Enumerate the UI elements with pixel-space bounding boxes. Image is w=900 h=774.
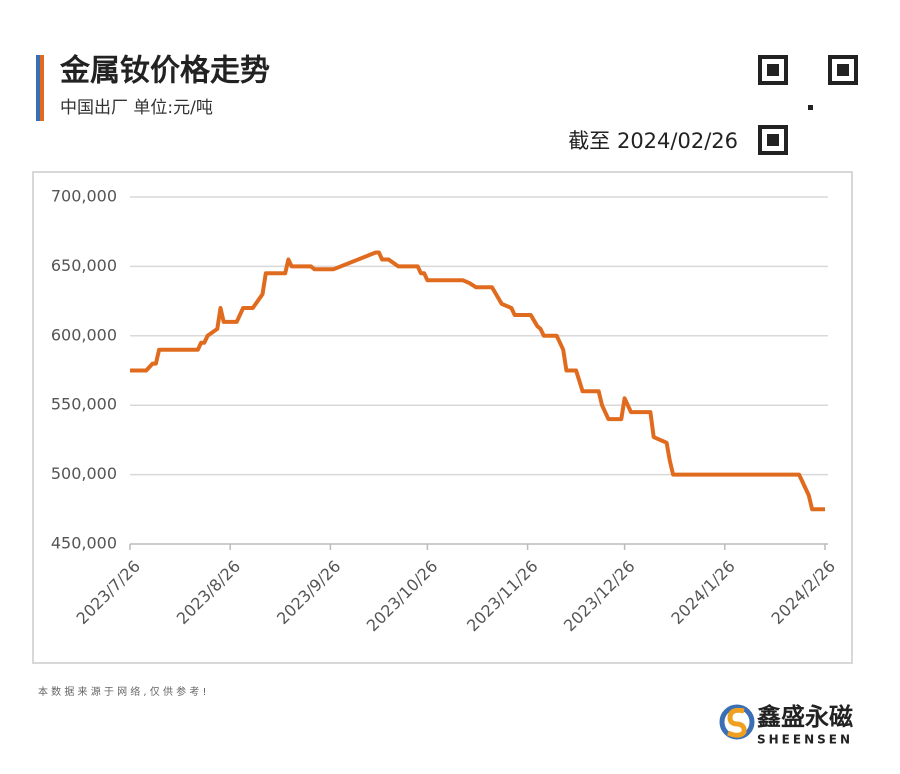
y-tick-label: 650,000: [51, 256, 117, 275]
y-tick-label: 500,000: [51, 464, 117, 483]
x-tick-label: 2024/2/26: [768, 557, 839, 628]
qr-code: [758, 55, 858, 155]
chart-subtitle: 中国出厂 单位:元/吨: [60, 98, 213, 118]
logo: [719, 704, 755, 740]
x-tick-label: 2023/10/26: [363, 557, 442, 636]
date-note: 截至 2024/02/26: [568, 129, 738, 153]
x-tick-label: 2023/11/26: [463, 557, 542, 636]
chart-title: 金属钕价格走势: [59, 54, 270, 89]
y-tick-label: 700,000: [51, 187, 117, 206]
x-tick-label: 2023/7/26: [73, 557, 144, 628]
y-tick-label: 600,000: [51, 325, 117, 344]
x-tick-label: 2023/8/26: [173, 557, 244, 628]
brand-en: SHEENSEN: [757, 733, 853, 747]
x-tick-label: 2023/9/26: [273, 557, 344, 628]
chart-frame: [32, 171, 853, 664]
brand: 鑫盛永磁: [757, 703, 853, 731]
y-tick-label: 450,000: [51, 534, 117, 553]
x-tick-label: 2023/12/26: [560, 557, 639, 636]
footnote: 本 数 据 来 源 于 网 络 , 仅 供 参 考 !: [38, 685, 207, 698]
title-bar: [36, 55, 40, 121]
x-tick-label: 2024/1/26: [667, 557, 738, 628]
data-line: [130, 250, 825, 512]
title-bar: [40, 55, 44, 121]
y-tick-label: 550,000: [51, 395, 117, 414]
